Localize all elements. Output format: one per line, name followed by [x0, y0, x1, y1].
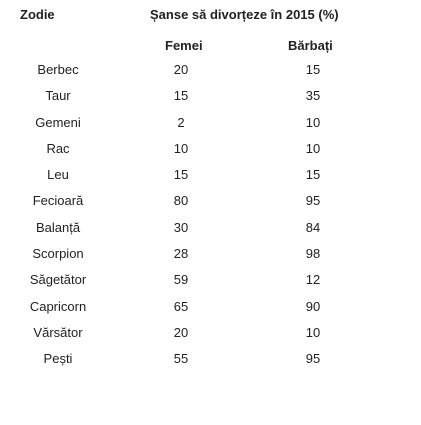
table-row: Berbec 20 15 [0, 56, 421, 82]
zodie-column-header: Zodie [20, 7, 55, 22]
table-row: Gemeni 2 10 [0, 109, 421, 135]
table-row: Vărsător 20 10 [0, 319, 421, 345]
table-row: Fecioară 80 95 [0, 187, 421, 213]
femei-value-cell: 15 [173, 167, 189, 183]
barbati-value-cell: 15 [305, 167, 321, 183]
table-row: Leu 15 15 [0, 161, 421, 187]
barbati-value-cell: 95 [305, 351, 321, 367]
sign-cell: Berbec [37, 62, 79, 77]
barbati-value-cell: 15 [305, 62, 321, 77]
femei-value-cell: 30 [173, 219, 189, 235]
table-row: Taur 15 35 [0, 82, 421, 108]
divorce-table-body: Berbec 20 15 Taur 15 35 Gemeni 2 10 Rac 10 10 Leu 15 1… [0, 56, 421, 372]
barbati-value-cell: 10 [305, 114, 321, 130]
barbati-column-header: Bărbați [288, 38, 333, 53]
barbati-value-cell: 95 [305, 193, 321, 209]
table-row: Capricorn 65 90 [0, 293, 421, 319]
sign-cell: Leu [47, 167, 69, 183]
table-row: Rac 10 10 [0, 135, 421, 161]
barbati-value-cell: 84 [305, 219, 321, 235]
femei-value-cell: 65 [173, 298, 189, 314]
femei-value-cell: 20 [173, 62, 189, 77]
table-row: Pești 55 95 [0, 345, 421, 371]
table-row: Balanță 30 84 [0, 214, 421, 240]
sign-cell: Scorpion [32, 246, 84, 262]
table-title: Șanse să divorțeze în 2015 (%) [150, 7, 339, 22]
barbati-value-cell: 35 [305, 88, 321, 104]
femei-value-cell: 10 [173, 140, 189, 156]
sign-cell: Gemeni [35, 114, 81, 130]
barbati-value-cell: 90 [305, 298, 321, 314]
femei-value-cell: 15 [173, 88, 189, 104]
femei-column-header: Femei [165, 38, 203, 53]
table-row: Săgetător 59 12 [0, 266, 421, 292]
sign-cell: Pești [43, 351, 73, 367]
table-row: Scorpion 28 98 [0, 240, 421, 266]
sign-cell: Balanță [35, 219, 81, 235]
barbati-value-cell: 98 [305, 246, 321, 262]
sign-cell: Vărsător [33, 324, 83, 340]
sign-cell: Taur [45, 88, 71, 104]
barbati-value-cell: 12 [305, 272, 321, 288]
sign-cell: Capricorn [29, 298, 87, 314]
femei-value-cell: 55 [173, 351, 189, 367]
femei-value-cell: 59 [173, 272, 189, 288]
femei-value-cell: 28 [173, 246, 189, 262]
sign-cell: Rac [46, 140, 70, 156]
femei-value-cell: 20 [173, 324, 189, 340]
barbati-value-cell: 10 [305, 140, 321, 156]
sign-cell: Săgetător [29, 272, 87, 288]
femei-value-cell: 2 [177, 114, 185, 130]
sign-cell: Fecioară [32, 193, 84, 209]
barbati-value-cell: 10 [305, 324, 321, 340]
femei-value-cell: 80 [173, 193, 189, 209]
